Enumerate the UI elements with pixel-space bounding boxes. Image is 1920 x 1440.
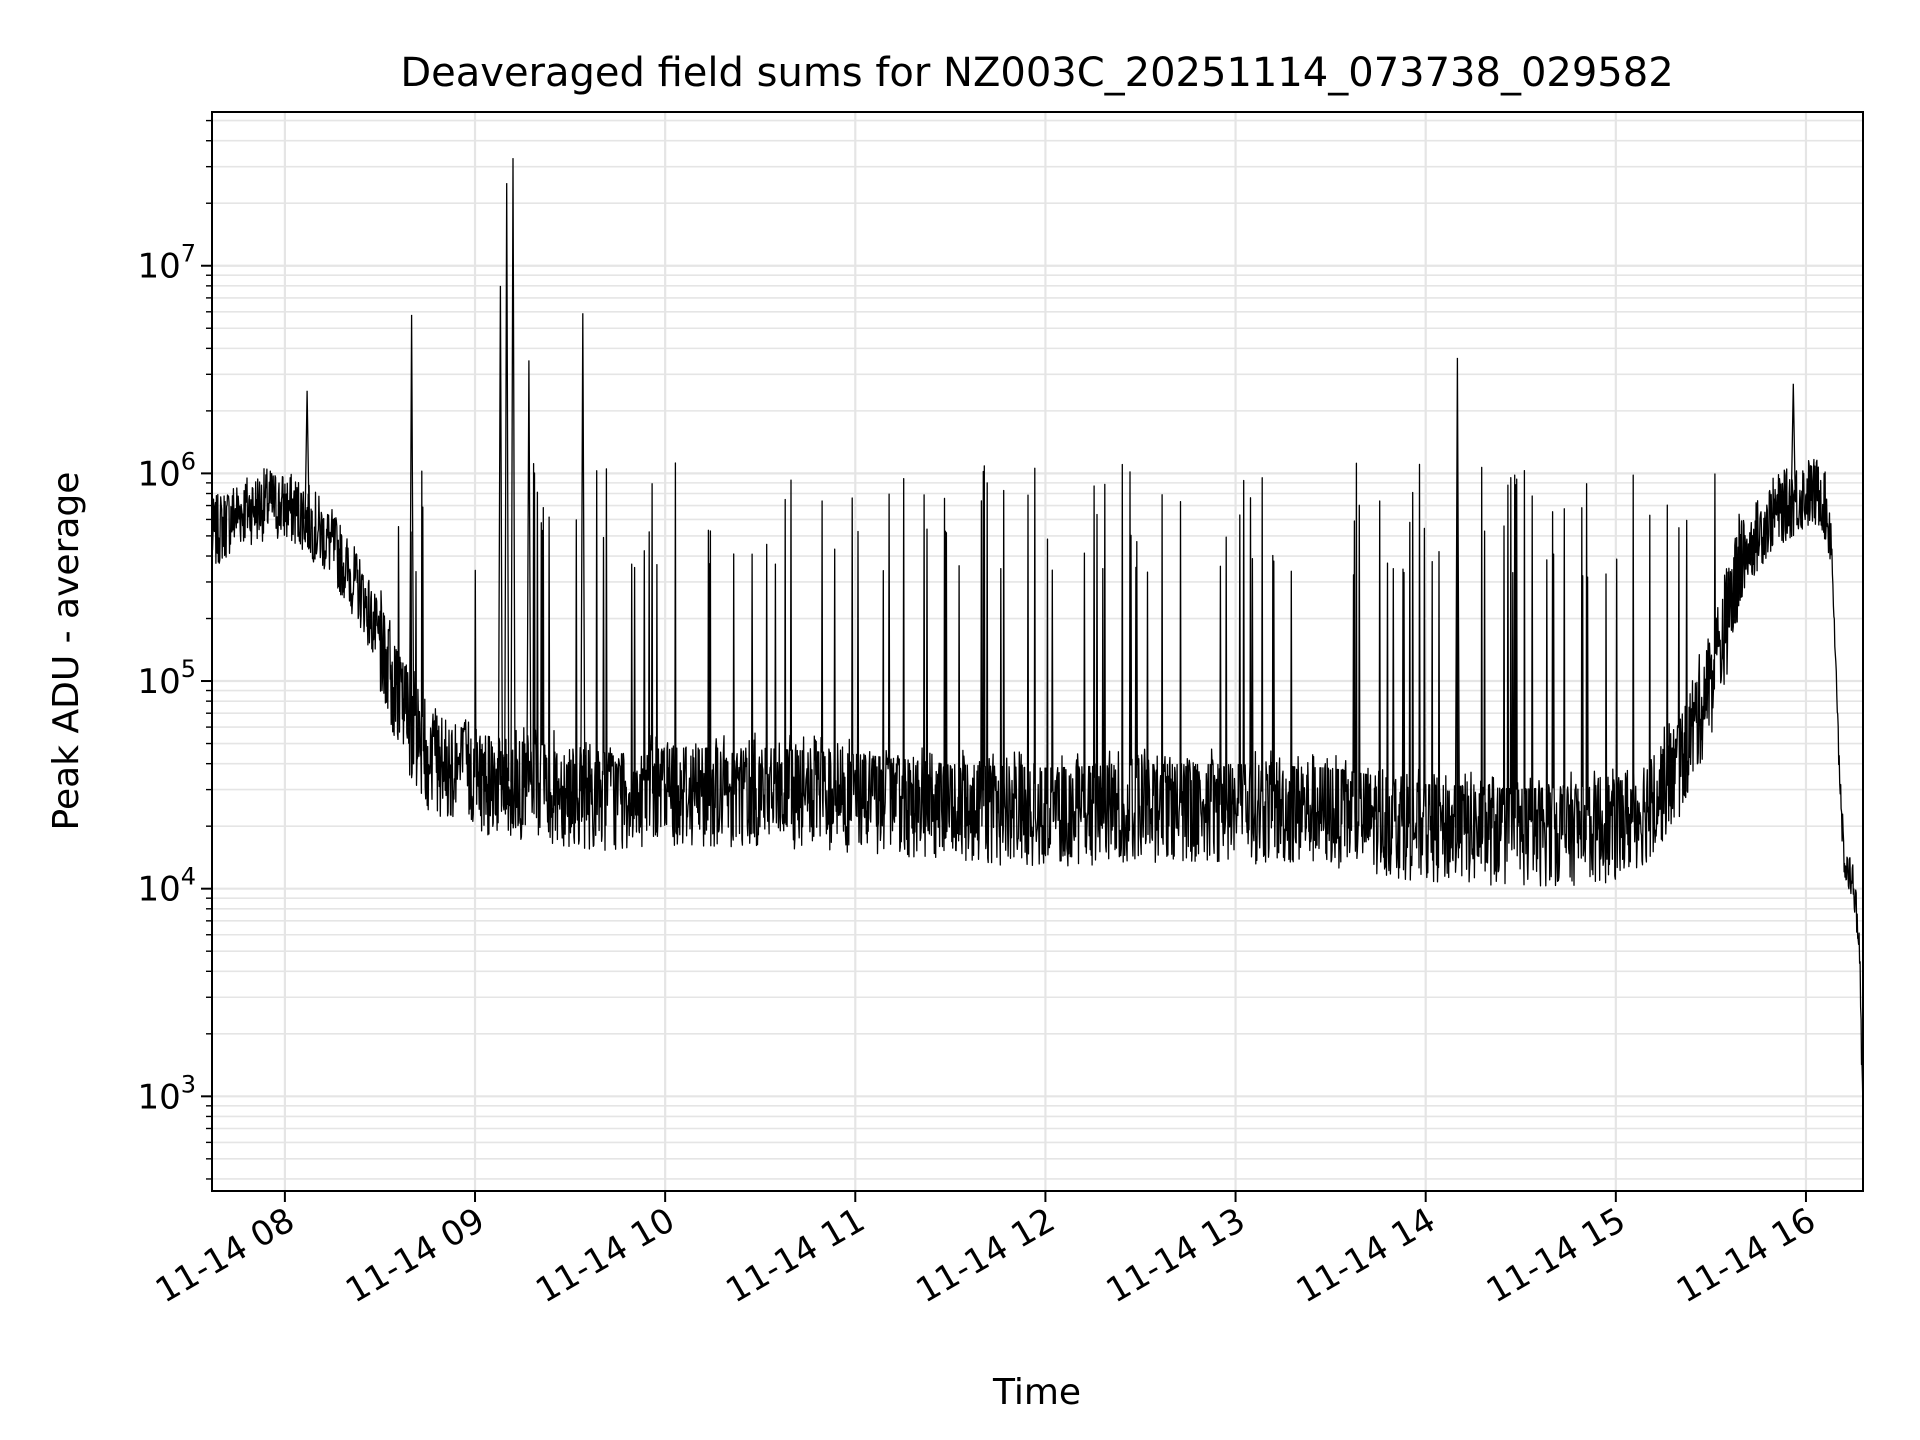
series-peak	[408, 314, 415, 722]
series-peak	[504, 183, 510, 782]
series-line	[212, 458, 1863, 1114]
y-tick-label: 103	[137, 1070, 196, 1117]
y-tick-label: 107	[137, 240, 196, 287]
series-peak	[510, 158, 516, 783]
series-peak	[1454, 357, 1461, 828]
series-peak	[497, 285, 504, 781]
y-tick-label: 106	[137, 447, 196, 494]
data-layer	[212, 158, 1863, 1114]
plot-frame	[211, 111, 1864, 1192]
x-axis-label: Time	[992, 1372, 1081, 1413]
y-tick-label: 104	[137, 863, 196, 910]
series-peak	[580, 313, 586, 792]
y-axis-label: Peak ADU - average	[46, 472, 87, 831]
y-tick-label: 105	[137, 655, 196, 702]
series-peak	[1790, 383, 1796, 502]
series-peak	[304, 390, 310, 519]
chart-title: Deaveraged field sums for NZ003C_2025111…	[400, 50, 1673, 96]
series-peak	[526, 360, 532, 785]
